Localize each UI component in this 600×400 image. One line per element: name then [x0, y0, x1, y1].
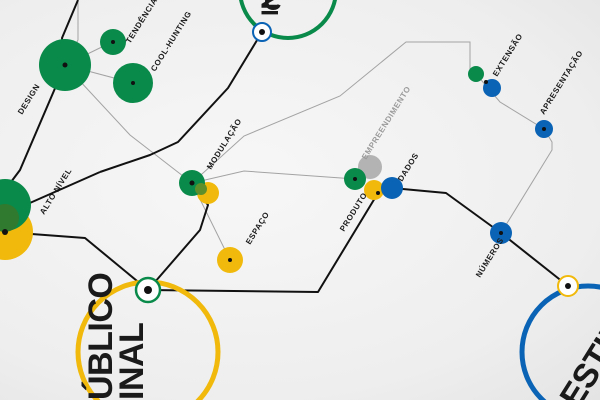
connector-design-modulacao: [64, 64, 193, 184]
main-paths: [4, 0, 569, 293]
produto-yellow-dot: [376, 191, 380, 195]
altonivel-cluster: ALTO NÍVEL: [0, 166, 74, 260]
hub-gestor: ESTIDOR: [519, 269, 600, 400]
design-node-dot: [62, 62, 68, 68]
altonivel-dot: [2, 229, 8, 235]
tendencias-node-dot: [111, 40, 115, 44]
espaco-dot: [228, 258, 232, 262]
hub-top-ring: [239, 0, 337, 40]
coolhunting-node-dot: [131, 81, 135, 85]
hub-top: C INTE: [239, 0, 337, 42]
altonivel-overlap-node: [0, 204, 19, 232]
right-cluster: EXTENSÃO APRESENTAÇÃO NÚMEROS: [468, 32, 585, 279]
tendencias-label: TENDÊNCIAS: [124, 0, 162, 45]
coolhunting-label: COOL-HUNTING: [149, 9, 193, 73]
modulacao-cluster: MODULAÇÃO ESPAÇO: [179, 117, 271, 273]
hub-top-node-dot: [259, 29, 265, 35]
connector-modulacao-produto: [191, 170, 356, 184]
thin-connectors: [64, 0, 553, 261]
extensao-label: EXTENSÃO: [491, 32, 524, 78]
path-publico-to-produto: [147, 192, 379, 293]
design-cluster: DESIGN TENDÊNCIAS COOL-HUNTING: [16, 0, 193, 116]
dados-label: DADOS: [396, 151, 421, 183]
produto-yellow-node: [364, 180, 384, 200]
connector-modulacao-empreendimento: [191, 41, 471, 184]
design-label: DESIGN: [16, 82, 42, 116]
hub-publico-node-dot: [144, 286, 152, 294]
path-dados-to-gestor: [391, 187, 569, 287]
hub-gestor-node-dot: [565, 283, 571, 289]
extensao-green-node: [468, 66, 484, 82]
path-right-to-center: [99, 31, 263, 173]
hub-top-text-2: INTE: [257, 0, 284, 16]
apresentacao-label: APRESENTAÇÃO: [538, 49, 585, 116]
modulacao-overlap-node: [195, 183, 207, 195]
apresentacao-dot: [542, 127, 546, 131]
altonivel-label: ALTO NÍVEL: [38, 166, 74, 216]
dados-node: [381, 177, 403, 199]
hub-publico: ÚBLICO INAL: [75, 273, 221, 400]
hub-publico-text-1: ÚBLICO: [82, 273, 120, 400]
hub-top-text-1: C: [264, 0, 281, 16]
modulacao-dot: [189, 180, 195, 186]
extensao-blue-node: [483, 79, 501, 97]
produto-cluster: PRODUTO EMPREENDIMENTO DADOS: [338, 84, 421, 233]
produto-dot: [353, 177, 357, 181]
hub-publico-text-2: INAL: [113, 323, 151, 400]
connector-extensao-apresentacao: [475, 73, 553, 234]
numeros-label: NÚMEROS: [474, 236, 506, 279]
espaco-label: ESPAÇO: [244, 210, 271, 246]
empreendimento-label: EMPREENDIMENTO: [360, 84, 413, 161]
hub-gestor-ring: [519, 283, 600, 400]
numeros-dot: [499, 231, 503, 235]
extensao-dot: [484, 80, 488, 84]
produto-label: PRODUTO: [338, 191, 369, 233]
modulacao-label: MODULAÇÃO: [205, 117, 244, 171]
